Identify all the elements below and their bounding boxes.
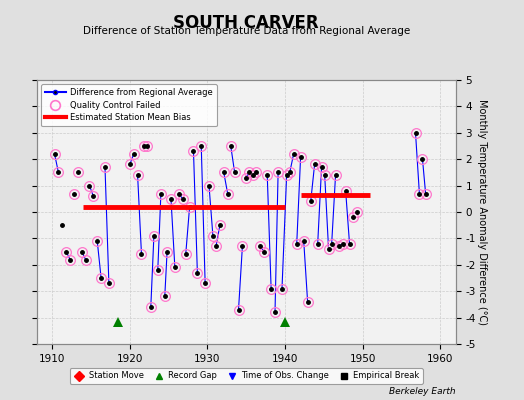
Text: Berkeley Earth: Berkeley Earth: [389, 387, 456, 396]
Legend: Difference from Regional Average, Quality Control Failed, Estimated Station Mean: Difference from Regional Average, Qualit…: [41, 84, 217, 126]
Y-axis label: Monthly Temperature Anomaly Difference (°C): Monthly Temperature Anomaly Difference (…: [477, 99, 487, 325]
Text: Difference of Station Temperature Data from Regional Average: Difference of Station Temperature Data f…: [83, 26, 410, 36]
Text: SOUTH CARVER: SOUTH CARVER: [173, 14, 319, 32]
Legend: Station Move, Record Gap, Time of Obs. Change, Empirical Break: Station Move, Record Gap, Time of Obs. C…: [70, 368, 423, 384]
